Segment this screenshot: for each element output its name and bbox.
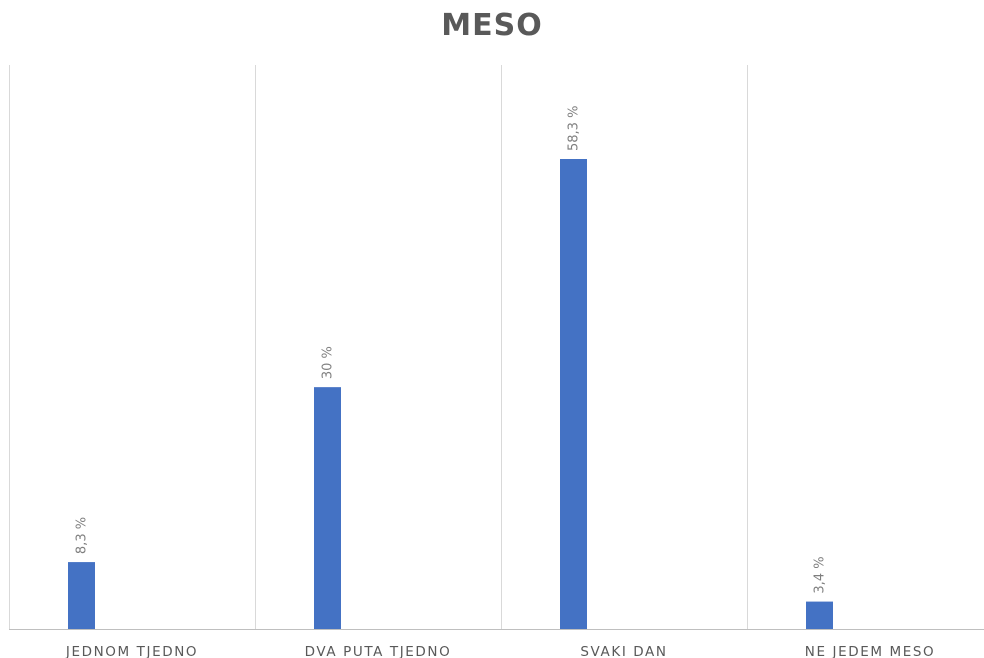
category-label-3: NE JEDEM MESO [805,644,935,658]
bar-0 [68,562,95,629]
data-label-3: 3,4 % [813,556,828,593]
bar-3 [806,601,833,629]
chart-title: MESO [441,8,543,43]
data-label-2: 58,3 % [567,106,582,151]
bar-2 [560,159,587,629]
bar-1 [314,387,341,629]
data-label-1: 30 % [321,346,336,379]
category-label-1: DVA PUTA TJEDNO [305,644,452,658]
data-label-0: 8,3 % [75,517,90,554]
category-label-0: JEDNOM TJEDNO [65,644,198,658]
category-label-2: SVAKI DAN [580,644,667,658]
